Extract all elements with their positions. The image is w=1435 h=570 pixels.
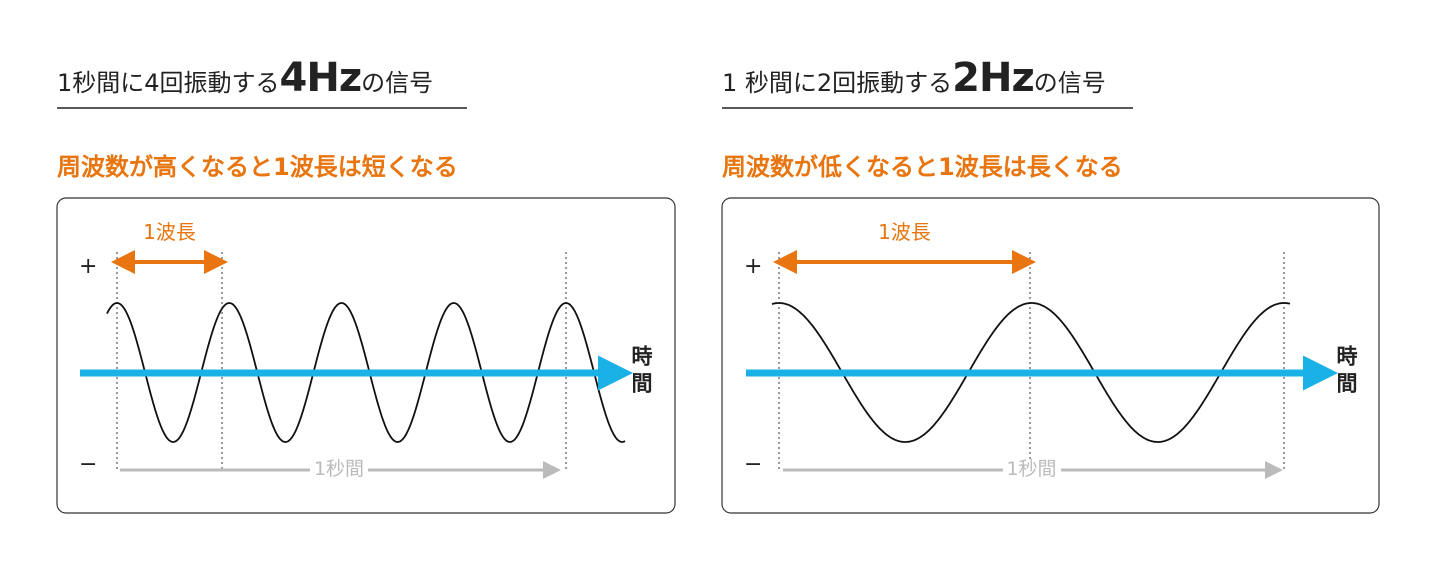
wavelength-label: 1波長: [878, 220, 931, 244]
title-pre: 1 秒間に2回振動する: [722, 69, 953, 97]
plus-label: +: [744, 254, 763, 279]
panel-box: [721, 197, 1380, 514]
subtitle: 周波数が高くなると1波長は短くなる: [57, 153, 458, 181]
minus-label: −: [744, 452, 763, 477]
duration-label: 1秒間: [1002, 460, 1061, 479]
panel-title: 1秒間に4回振動する4Hzの信号: [57, 58, 433, 98]
duration-label: 1秒間: [309, 460, 369, 479]
plus-label: +: [79, 254, 98, 279]
wave: [771, 302, 1291, 443]
panel-title: 1 秒間に2回振動する2Hzの信号: [722, 58, 1106, 98]
title-big: 4Hz: [279, 55, 363, 101]
title-big: 2Hz: [952, 55, 1035, 101]
time-label: 時間: [629, 345, 653, 399]
title-pre: 1秒間に4回振動する: [57, 69, 280, 97]
time-label: 時間: [1334, 345, 1358, 399]
subtitle: 周波数が低くなると1波長は長くなる: [722, 153, 1123, 181]
panel-box: [56, 197, 676, 514]
minus-label: −: [79, 452, 98, 477]
wavelength-label: 1波長: [143, 220, 196, 244]
title-post: の信号: [1033, 69, 1106, 97]
title-post: の信号: [361, 69, 434, 97]
